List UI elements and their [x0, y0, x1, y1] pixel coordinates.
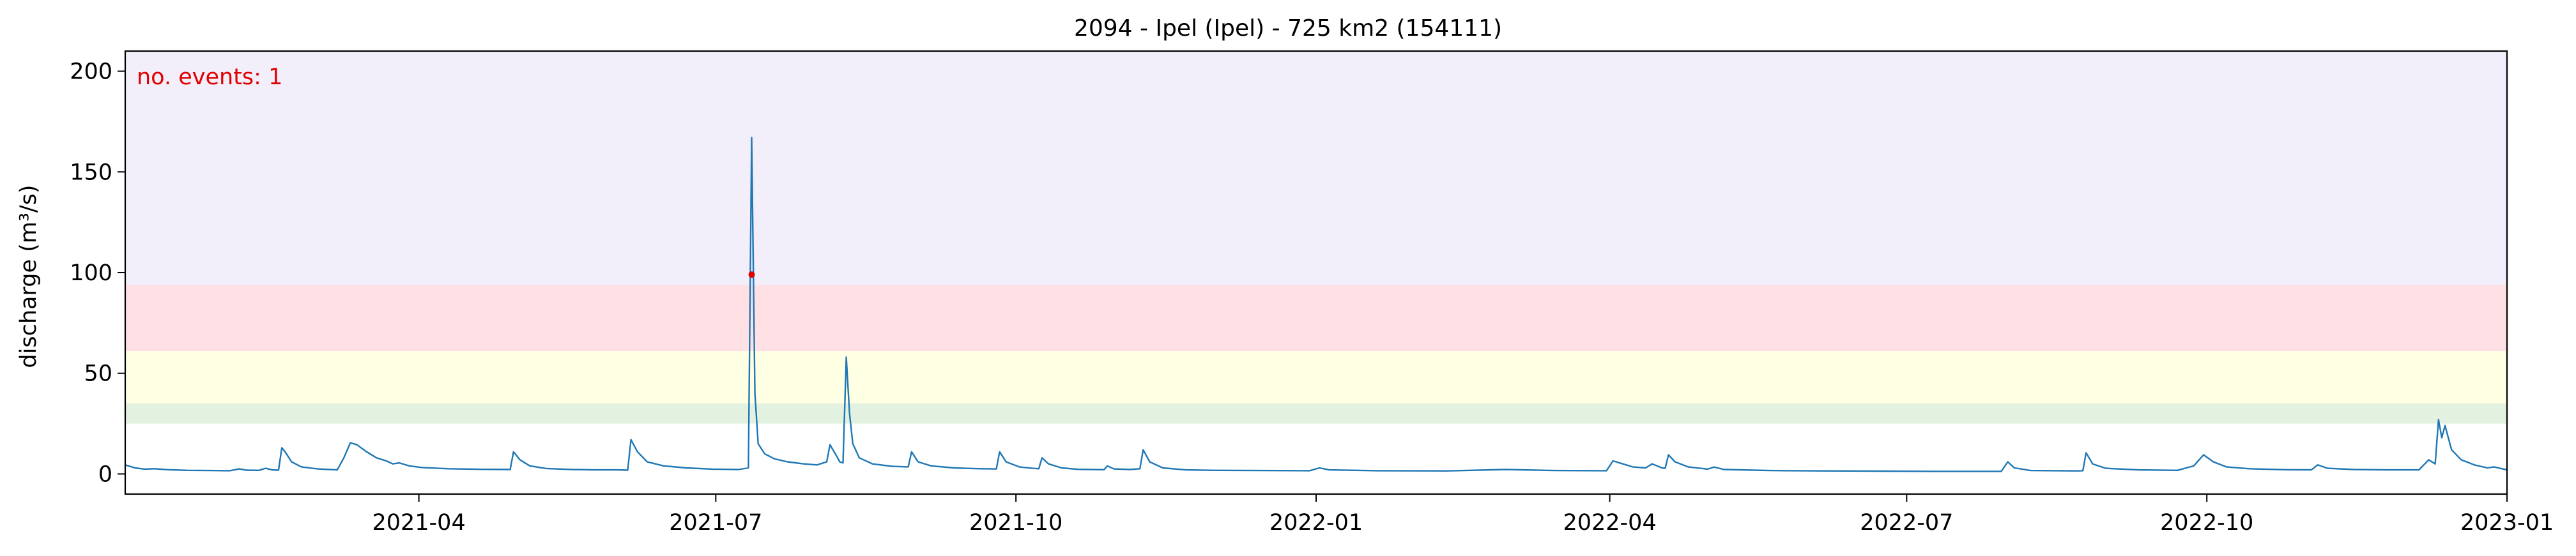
x-axis: 2021-04 2021-07 2021-10 2022-01 2022-04 2022-…	[372, 494, 2554, 536]
events-layer	[748, 271, 755, 278]
threshold-bands	[125, 51, 2507, 424]
threshold-band-1	[125, 351, 2507, 404]
y-tick-label: 200	[70, 59, 112, 85]
y-tick-label: 100	[70, 260, 112, 286]
y-axis: 0 50 100 150 200	[70, 59, 125, 487]
y-tick-label: 50	[84, 361, 112, 387]
y-tick-label: 0	[98, 462, 112, 487]
series-layer	[125, 137, 2508, 472]
x-tick-label: 2023-01	[2460, 510, 2554, 536]
chart-title: 2094 - Ipel (Ipel) - 725 km2 (154111)	[1074, 15, 1502, 41]
x-tick-label: 2021-10	[969, 510, 1062, 536]
x-tick-label: 2022-07	[1860, 510, 1953, 536]
discharge-series-line-0	[125, 137, 2508, 472]
y-tick-label: 150	[70, 160, 112, 185]
y-axis-label: discharge (m³/s)	[16, 184, 42, 368]
x-tick-label: 2021-04	[372, 510, 465, 536]
event-marker	[748, 271, 755, 278]
x-tick-label: 2022-10	[2160, 510, 2253, 536]
threshold-band-2	[125, 284, 2507, 352]
plot-frame	[124, 50, 2508, 495]
x-tick-label: 2022-04	[1563, 510, 1656, 536]
threshold-band-0	[125, 403, 2507, 424]
x-tick-label: 2021-07	[669, 510, 762, 536]
event-count-annotation: no. events: 1	[137, 64, 282, 90]
x-tick-label: 2022-01	[1269, 510, 1363, 536]
threshold-band-3	[125, 51, 2507, 285]
